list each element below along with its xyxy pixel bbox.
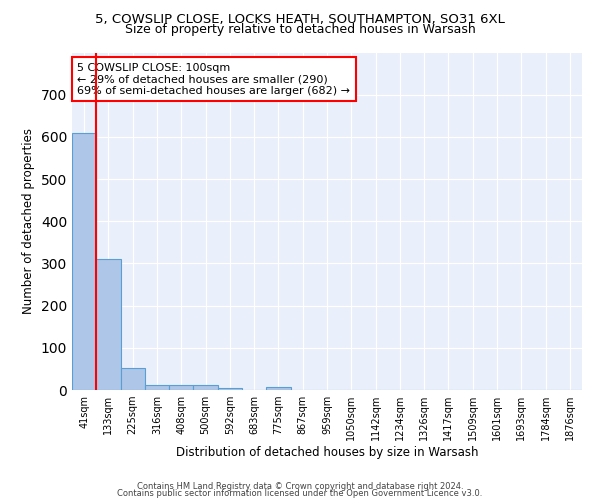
Bar <box>96 259 121 390</box>
X-axis label: Distribution of detached houses by size in Warsash: Distribution of detached houses by size … <box>176 446 478 459</box>
Bar <box>169 384 193 390</box>
Bar <box>72 133 96 390</box>
Text: 5, COWSLIP CLOSE, LOCKS HEATH, SOUTHAMPTON, SO31 6XL: 5, COWSLIP CLOSE, LOCKS HEATH, SOUTHAMPT… <box>95 12 505 26</box>
Bar <box>266 387 290 390</box>
Bar <box>121 368 145 390</box>
Bar <box>218 388 242 390</box>
Text: Contains HM Land Registry data © Crown copyright and database right 2024.: Contains HM Land Registry data © Crown c… <box>137 482 463 491</box>
Text: 5 COWSLIP CLOSE: 100sqm
← 29% of detached houses are smaller (290)
69% of semi-d: 5 COWSLIP CLOSE: 100sqm ← 29% of detache… <box>77 62 350 96</box>
Bar <box>145 385 169 390</box>
Text: Contains public sector information licensed under the Open Government Licence v3: Contains public sector information licen… <box>118 489 482 498</box>
Bar <box>193 386 218 390</box>
Y-axis label: Number of detached properties: Number of detached properties <box>22 128 35 314</box>
Text: Size of property relative to detached houses in Warsash: Size of property relative to detached ho… <box>125 22 475 36</box>
